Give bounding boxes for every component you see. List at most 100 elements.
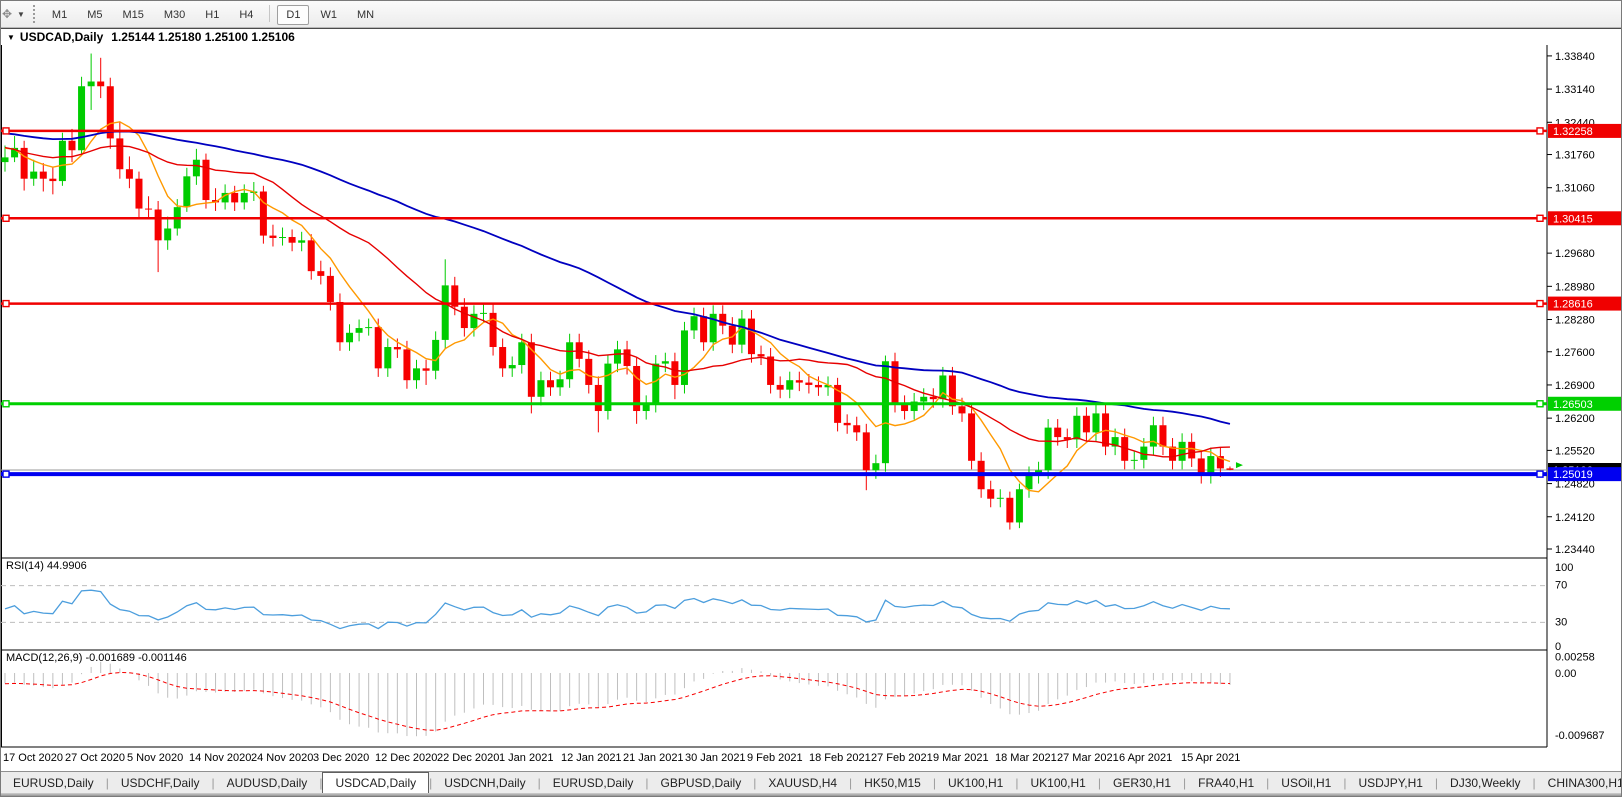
chart-tab-usdcnh-daily[interactable]: USDCNH,Daily <box>444 776 526 790</box>
chart-tab-eurusd-daily[interactable]: EURUSD,Daily <box>13 776 94 790</box>
chart-tab-hk50-m15[interactable]: HK50,M15 <box>864 776 921 790</box>
price-tick-label: 1.31060 <box>1555 183 1595 195</box>
tab-separator: | <box>1015 776 1019 790</box>
timeframe-button-mn[interactable]: MN <box>356 9 375 21</box>
horizontal-line-1.28616[interactable]: 1.28616 <box>1 296 1622 311</box>
line-handle[interactable] <box>2 214 10 222</box>
horizontal-line-1.32258[interactable]: 1.32258 <box>1 123 1622 138</box>
date-tick-label: 6 Apr 2021 <box>1119 752 1172 764</box>
horizontal-line-1.25019[interactable]: 1.25019 <box>1 467 1622 482</box>
mid-ma-line[interactable] <box>4 145 1230 458</box>
chart-tab-uk100-h1[interactable]: UK100,H1 <box>947 776 1004 790</box>
candle <box>192 159 200 177</box>
candle <box>805 382 813 385</box>
timeframe-button-m15[interactable]: M15 <box>122 9 144 21</box>
date-tick-label: 30 Jan 2021 <box>685 752 746 764</box>
candle <box>623 349 631 366</box>
candle <box>594 384 602 412</box>
chart-tab-audusd-daily[interactable]: AUDUSD,Daily <box>226 776 308 790</box>
chart-tab-usdjpy-h1[interactable]: USDJPY,H1 <box>1358 776 1423 790</box>
fast-ma-line[interactable] <box>4 121 1231 493</box>
slow-ma-line[interactable] <box>4 130 1231 425</box>
candle <box>700 316 708 343</box>
candle <box>441 285 449 340</box>
timeframe-button-w1[interactable]: W1 <box>320 9 337 21</box>
candle <box>537 380 545 397</box>
line-handle[interactable] <box>1536 299 1544 308</box>
tab-separator: | <box>1097 776 1101 790</box>
candle <box>298 240 306 243</box>
chart-tab-xauusd-h4[interactable]: XAUUSD,H4 <box>768 776 838 790</box>
chart-tab-china300-h1[interactable]: CHINA300,H1 <box>1547 776 1622 790</box>
candle <box>661 361 669 364</box>
toolbar-grip-handle[interactable] <box>32 5 35 23</box>
candle <box>996 497 1004 499</box>
candle <box>1092 413 1100 433</box>
chart-title-bar: ▼ USDCAD,Daily 1.25144 1.25180 1.25100 1… <box>1 29 1621 45</box>
rsi-tick-label: 0 <box>1555 641 1561 653</box>
candle <box>1159 425 1167 447</box>
chart-tabs: EURUSD,Daily | USDCHF,Daily | AUDUSD,Daily | U… <box>1 772 1622 794</box>
tab-separator: | <box>537 776 541 790</box>
line-handle[interactable] <box>2 400 10 408</box>
candle <box>1082 415 1090 433</box>
candle <box>939 375 947 400</box>
date-tick-label: 17 Oct 2020 <box>3 752 63 764</box>
chart-tab-fra40-h1[interactable]: FRA40,H1 <box>1198 776 1255 790</box>
timeframe-button-d1[interactable]: D1 <box>277 5 310 25</box>
candle <box>728 325 736 345</box>
timeframe-toolbar: ✥ ▼ M1 M5 M15 M30 H1 H4 D1 W1 MN <box>1 1 1621 28</box>
line-price-label: 1.28616 <box>1553 299 1593 311</box>
line-handle[interactable] <box>1536 127 1544 135</box>
candle <box>1169 446 1177 461</box>
candle <box>862 432 870 471</box>
horizontal-line-1.30415[interactable]: 1.30415 <box>1 211 1622 226</box>
chart-tab-usdchf-daily[interactable]: USDCHF,Daily <box>120 776 200 790</box>
chart-tab-ger30-h1[interactable]: GER30,H1 <box>1112 776 1172 790</box>
candle <box>709 313 717 343</box>
chart-tab-uk100-h1[interactable]: UK100,H1 <box>1030 776 1086 790</box>
line-handle[interactable] <box>2 470 10 478</box>
candle <box>987 489 995 499</box>
candle <box>451 285 459 307</box>
chart-tab-usoil-h1[interactable]: USOil,H1 <box>1281 776 1332 790</box>
price-tick-label: 1.27600 <box>1555 347 1595 359</box>
horizontal-line-1.26503[interactable]: 1.26503 <box>1 396 1622 411</box>
line-handle[interactable] <box>2 127 10 135</box>
candle <box>30 171 38 179</box>
cursor-tool-icon[interactable]: ✥ <box>1 7 13 21</box>
candle <box>39 171 47 179</box>
price-tick-label: 1.33840 <box>1555 51 1595 63</box>
chart-tab-gbpusd-daily[interactable]: GBPUSD,Daily <box>660 776 742 790</box>
chart-canvas[interactable]: 1.338401.331401.324401.317601.310601.296… <box>1 45 1622 772</box>
candle <box>240 192 248 203</box>
line-handle[interactable] <box>1536 400 1544 408</box>
timeframe-button-m1[interactable]: M1 <box>51 9 68 21</box>
toolbar-dropdown-caret-icon[interactable]: ▼ <box>17 9 25 19</box>
candle <box>1054 427 1062 438</box>
line-handle[interactable] <box>2 299 10 308</box>
tab-separator: | <box>1532 776 1536 790</box>
candle <box>786 380 794 390</box>
chart-tab-dj30-weekly[interactable]: DJ30,Weekly <box>1450 776 1521 790</box>
chart-tab-usdcad-daily[interactable]: USDCAD,Daily <box>322 772 430 794</box>
timeframe-button-h1[interactable]: H1 <box>205 9 220 21</box>
price-tick-label: 1.33140 <box>1555 84 1595 96</box>
candle <box>288 237 296 243</box>
timeframe-button-m30[interactable]: M30 <box>163 9 186 21</box>
timeframe-button-m5[interactable]: M5 <box>87 9 103 21</box>
line-handle[interactable] <box>1536 214 1544 222</box>
price-tick-label: 1.23440 <box>1555 544 1595 556</box>
timeframe-button-h4[interactable]: H4 <box>239 9 254 21</box>
date-tick-label: 5 Nov 2020 <box>127 752 183 764</box>
price-tick-label: 1.25520 <box>1555 445 1595 457</box>
line-handle[interactable] <box>1536 470 1544 478</box>
chart-tab-eurusd-daily[interactable]: EURUSD,Daily <box>552 776 634 790</box>
macd-signal-line <box>4 671 1230 731</box>
candle <box>336 301 344 343</box>
time-axis[interactable]: 17 Oct 2020 27 Oct 2020 5 Nov 2020 14 Nov 2… <box>3 752 1240 764</box>
date-tick-label: 14 Nov 2020 <box>189 752 251 764</box>
collapse-chart-icon[interactable]: ▼ <box>7 32 15 42</box>
candle <box>116 138 124 170</box>
candle <box>948 375 956 407</box>
